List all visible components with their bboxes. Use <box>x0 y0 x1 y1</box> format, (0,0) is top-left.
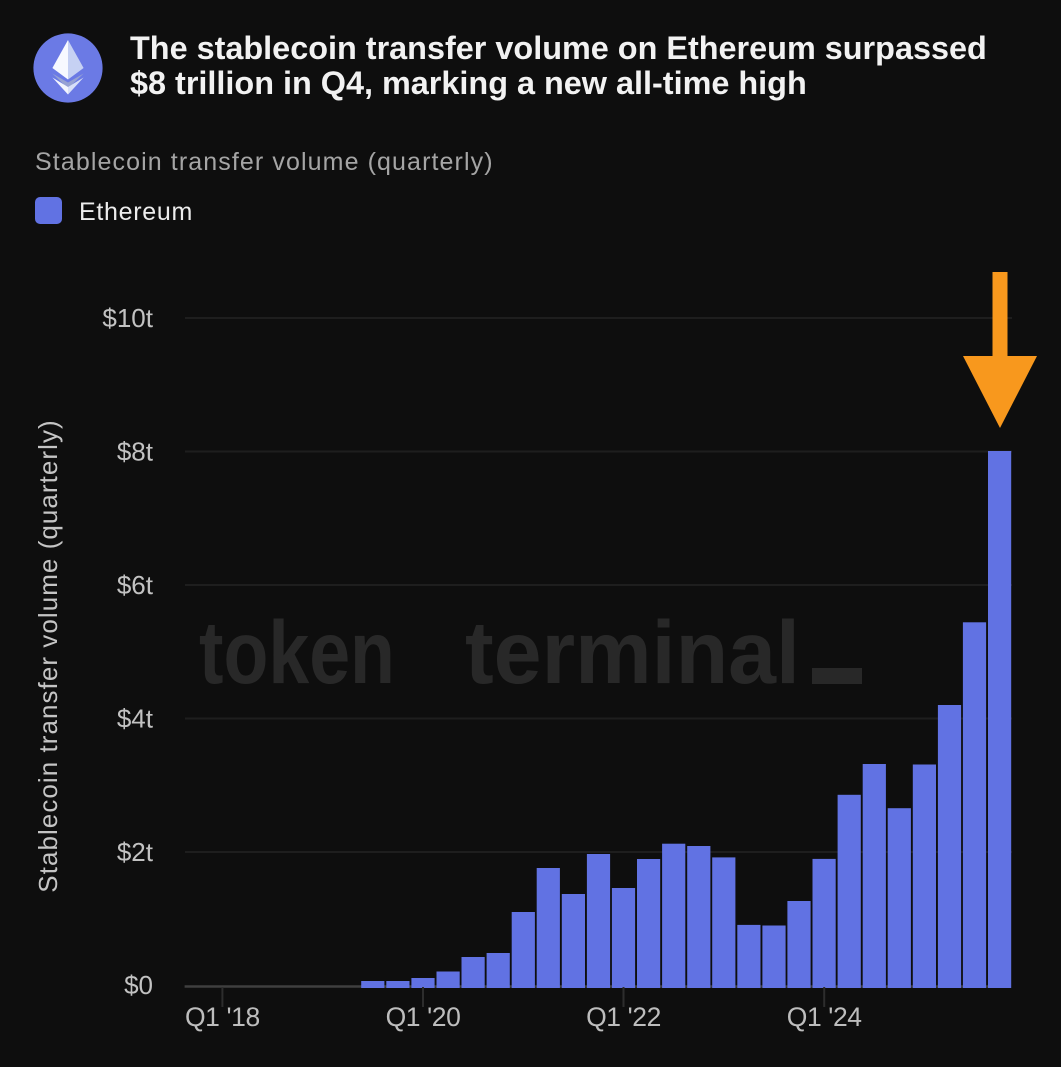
svg-text:$4t: $4t <box>117 704 154 734</box>
svg-text:$10t: $10t <box>102 303 153 333</box>
svg-text:terminal: terminal <box>465 603 800 703</box>
svg-text:$2t: $2t <box>117 837 154 867</box>
svg-text:$0: $0 <box>124 970 153 1000</box>
svg-text:Q1 '18: Q1 '18 <box>185 1002 260 1032</box>
svg-text:token: token <box>199 603 395 702</box>
svg-text:Q1 '20: Q1 '20 <box>386 1002 461 1032</box>
svg-text:$8t: $8t <box>117 437 154 467</box>
svg-text:Stablecoin transfer volume (qu: Stablecoin transfer volume (quarterly) <box>33 419 63 892</box>
svg-text:Q1 '24: Q1 '24 <box>787 1002 862 1032</box>
svg-text:Q1 '22: Q1 '22 <box>586 1002 661 1032</box>
svg-text:$6t: $6t <box>117 570 154 600</box>
